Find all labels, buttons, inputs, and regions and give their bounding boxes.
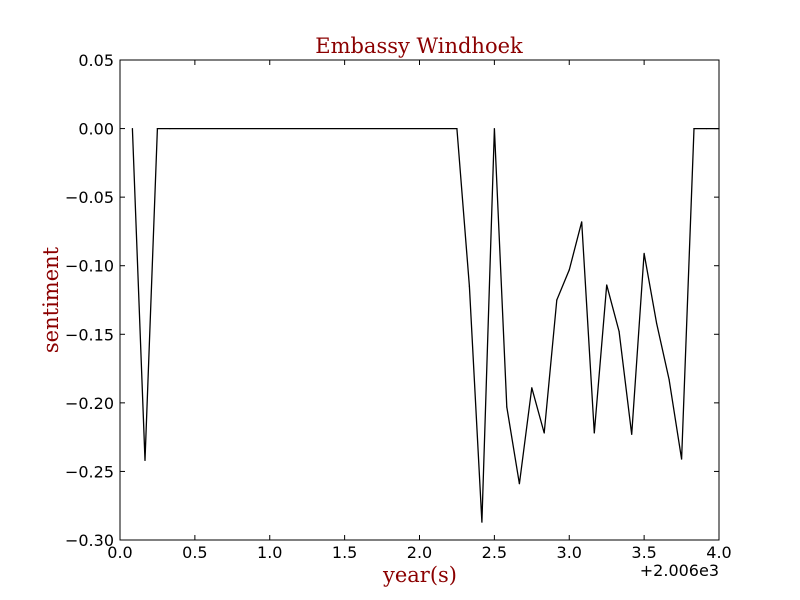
data-point (131, 127, 134, 130)
plot-area-frame (119, 59, 720, 541)
data-point (568, 269, 570, 271)
y-tick-label: −0.25 (65, 462, 114, 481)
data-point (518, 483, 520, 485)
x-tick-label: 3.5 (631, 543, 656, 562)
data-point (643, 252, 645, 254)
x-tick-label: 2.5 (482, 543, 507, 562)
data-point (668, 378, 670, 381)
data-point (581, 221, 583, 223)
data-point (456, 127, 458, 130)
x-tick-label: 2.0 (407, 543, 432, 562)
x-axis-offset-label: +2.006e3 (640, 561, 719, 580)
y-tick-label: −0.30 (65, 531, 114, 550)
data-point (655, 322, 658, 324)
x-tick-label: 4.0 (706, 543, 731, 562)
series-line (131, 127, 719, 523)
x-axis-ticks: 0.0 0.5 1.0 1.5 2.0 2.5 3.0 3.5 4.0 (107, 60, 732, 562)
data-point (718, 127, 720, 130)
data-point (156, 127, 159, 130)
y-tick-label: −0.05 (65, 188, 114, 207)
y-tick-label: −0.20 (65, 394, 114, 413)
data-point (606, 284, 608, 286)
y-tick-label: −0.10 (65, 257, 114, 276)
data-point (531, 387, 533, 389)
data-point (618, 330, 620, 333)
data-point (593, 432, 595, 434)
data-point (481, 521, 483, 523)
x-tick-label: 3.0 (557, 543, 582, 562)
data-point (680, 458, 683, 460)
chart-title: Embassy Windhoek (315, 34, 523, 58)
data-point (493, 127, 495, 130)
x-tick-label: 0.5 (182, 543, 207, 562)
y-tick-label: 0.05 (78, 51, 114, 70)
data-point (144, 459, 146, 462)
x-tick-label: 0.0 (107, 543, 132, 562)
data-point (468, 285, 470, 287)
data-point (693, 127, 695, 130)
data-point (169, 127, 171, 130)
y-axis-ticks: 0.05 0.00 −0.05 −0.10 −0.15 −0.20 −0.25 −0.30 (65, 51, 719, 550)
y-tick-label: −0.15 (65, 325, 114, 344)
data-point (556, 299, 558, 301)
x-axis-title: year(s) (382, 563, 457, 587)
data-point (631, 433, 633, 435)
data-point (705, 127, 708, 130)
data-point (506, 406, 508, 408)
x-tick-label: 1.5 (332, 543, 357, 562)
series-points (131, 127, 720, 523)
x-tick-label: 1.0 (257, 543, 282, 562)
data-point (543, 432, 545, 434)
y-axis-title: sentiment (39, 246, 63, 353)
y-tick-label: 0.00 (78, 120, 114, 139)
